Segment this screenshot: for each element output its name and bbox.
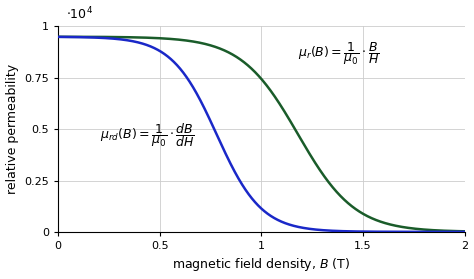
- Text: $\mu_r(B) = \dfrac{1}{\mu_0} \cdot \dfrac{B}{H}$: $\mu_r(B) = \dfrac{1}{\mu_0} \cdot \dfra…: [298, 40, 379, 67]
- Text: $\mu_{rd}(B) = \dfrac{1}{\mu_0} \cdot \dfrac{dB}{dH}$: $\mu_{rd}(B) = \dfrac{1}{\mu_0} \cdot \d…: [100, 121, 195, 149]
- Text: $\cdot 10^4$: $\cdot 10^4$: [66, 6, 93, 22]
- X-axis label: magnetic field density, $B$ (T): magnetic field density, $B$ (T): [172, 256, 350, 273]
- Y-axis label: relative permeability: relative permeability: [6, 64, 18, 194]
